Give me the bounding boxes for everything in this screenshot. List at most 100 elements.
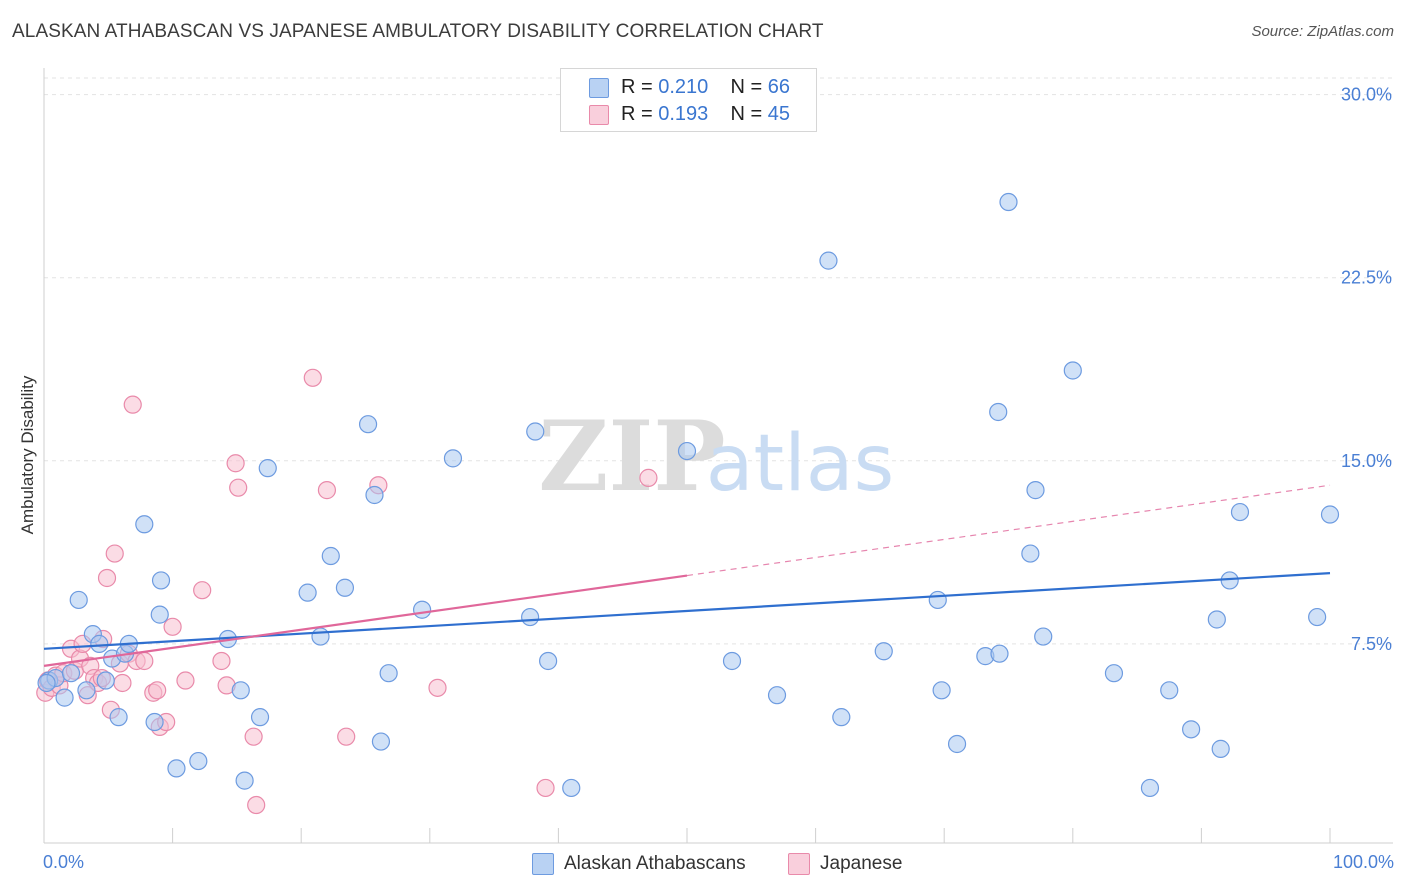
athabascan-point bbox=[874, 642, 893, 661]
athabascan-point bbox=[250, 708, 270, 727]
athabascan-point bbox=[145, 712, 164, 732]
athabascan-point bbox=[365, 485, 384, 505]
athabascan-point bbox=[412, 600, 432, 619]
athabascan-point bbox=[55, 688, 74, 707]
athabascan-trend-line bbox=[43, 572, 1331, 650]
athabascan-point bbox=[235, 771, 254, 790]
athabascan-point bbox=[335, 578, 355, 597]
athabascan-point bbox=[767, 686, 787, 705]
legend-swatch-blue bbox=[589, 78, 609, 98]
athabascan-point bbox=[321, 546, 340, 566]
athabascan-point bbox=[932, 681, 951, 700]
x-tick-min: 0.0% bbox=[43, 852, 85, 872]
athabascan-point bbox=[231, 681, 250, 700]
correlation-legend: R = 0.210 N = 66 R = 0.193 N = 45 bbox=[560, 68, 817, 132]
japanese-point bbox=[113, 673, 132, 693]
athabascan-point bbox=[258, 459, 277, 478]
series-swatch-pink bbox=[788, 853, 810, 875]
japanese-point bbox=[303, 368, 322, 387]
athabascan-point bbox=[1104, 664, 1124, 683]
athabascan-point bbox=[722, 651, 742, 671]
athabascan-point bbox=[526, 422, 545, 441]
japanese-point bbox=[163, 617, 182, 636]
athabascan-point bbox=[298, 583, 317, 602]
watermark-atlas: atlas bbox=[706, 419, 895, 509]
japanese-point bbox=[123, 395, 142, 414]
athabascan-point bbox=[999, 192, 1018, 212]
x-tick-max: 100.0% bbox=[1332, 852, 1394, 872]
legend-r-value: 0.193 bbox=[658, 103, 709, 125]
athabascan-point bbox=[379, 664, 398, 683]
japanese-point bbox=[105, 544, 124, 563]
athabascan-point bbox=[96, 671, 115, 690]
y-tick-label: 7.5% bbox=[1351, 634, 1392, 654]
japanese-point bbox=[337, 727, 356, 746]
athabascan-point bbox=[1308, 607, 1327, 627]
series-label-athabascan: Alaskan Athabascans bbox=[564, 853, 746, 874]
athabascan-point bbox=[1140, 778, 1160, 798]
athabascan-point bbox=[37, 673, 56, 693]
athabascan-point bbox=[443, 449, 463, 468]
trend-lines bbox=[43, 484, 1331, 667]
athabascan-point bbox=[819, 251, 838, 270]
athabascan-point bbox=[371, 732, 391, 751]
japanese-point bbox=[536, 778, 555, 798]
y-tick-labels: 7.5% 15.0% 22.5% 30.0% bbox=[1341, 85, 1392, 654]
chart-title: ALASKAN ATHABASCAN VS JAPANESE AMBULATOR… bbox=[12, 21, 824, 42]
japanese-point bbox=[97, 568, 117, 588]
japanese-trend-line bbox=[43, 574, 688, 667]
japanese-point bbox=[226, 454, 245, 473]
japanese-point bbox=[247, 795, 266, 815]
athabascan-point bbox=[151, 571, 171, 590]
japanese-point bbox=[428, 678, 447, 697]
y-tick-label: 30.0% bbox=[1341, 85, 1392, 105]
athabascan-point bbox=[1230, 502, 1250, 522]
athabascan-point bbox=[189, 751, 208, 771]
gridlines bbox=[44, 77, 1393, 645]
legend-n-label: N = bbox=[730, 76, 768, 98]
athabascan-point bbox=[832, 708, 851, 727]
athabascan-point bbox=[990, 644, 1009, 663]
athabascan-point bbox=[61, 664, 81, 683]
athabascan-point bbox=[1182, 720, 1201, 739]
japanese-point bbox=[639, 468, 658, 487]
athabascan-point bbox=[1026, 481, 1045, 500]
japanese-point bbox=[135, 651, 154, 671]
athabascan-point bbox=[539, 651, 558, 671]
athabascan-point bbox=[150, 605, 169, 624]
athabascan-point bbox=[677, 441, 697, 461]
series-swatch-blue bbox=[532, 853, 554, 875]
source-label: Source: ZipAtlas.com bbox=[1251, 23, 1394, 40]
japanese-point bbox=[148, 681, 167, 700]
japanese-point bbox=[244, 727, 263, 746]
japanese-point bbox=[193, 581, 212, 600]
axes bbox=[43, 68, 1393, 844]
japanese-point bbox=[229, 478, 248, 497]
legend-r-label: R = bbox=[621, 103, 659, 125]
athabascan-points bbox=[37, 192, 1340, 798]
athabascan-point bbox=[135, 515, 154, 534]
athabascan-point bbox=[77, 681, 96, 700]
japanese-trend-extension bbox=[686, 484, 1331, 577]
athabascan-point bbox=[1320, 505, 1340, 524]
legend-r-label: R = bbox=[621, 76, 659, 98]
japanese-point bbox=[317, 481, 337, 500]
series-label-japanese: Japanese bbox=[820, 853, 903, 874]
athabascan-point bbox=[1160, 681, 1179, 700]
legend-r-value: 0.210 bbox=[658, 76, 709, 98]
athabascan-point bbox=[1063, 361, 1082, 380]
japanese-point bbox=[212, 651, 231, 671]
athabascan-point bbox=[947, 734, 967, 754]
athabascan-point bbox=[928, 590, 947, 610]
legend-n-value: 66 bbox=[767, 76, 791, 98]
athabascan-point bbox=[167, 759, 186, 778]
athabascan-point bbox=[1211, 739, 1230, 758]
y-tick-label: 15.0% bbox=[1341, 451, 1392, 471]
athabascan-point bbox=[521, 607, 540, 627]
legend-n-value: 45 bbox=[767, 103, 791, 125]
athabascan-point bbox=[1034, 627, 1053, 646]
y-tick-label: 22.5% bbox=[1341, 268, 1392, 288]
athabascan-point bbox=[109, 708, 128, 727]
series-legend: Alaskan Athabascans Japanese bbox=[0, 852, 1406, 878]
